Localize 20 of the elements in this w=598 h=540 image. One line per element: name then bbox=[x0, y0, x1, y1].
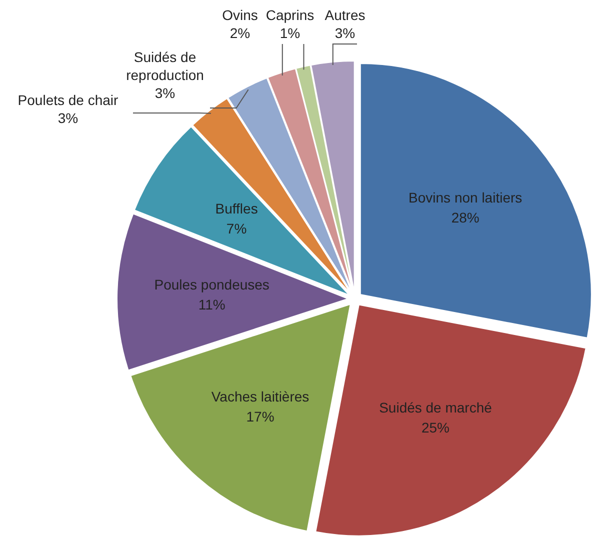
slice-label: Suidés de marché bbox=[379, 399, 492, 416]
data-label: 11% bbox=[198, 296, 226, 312]
slice-label: Suidés de reproduction bbox=[126, 49, 204, 83]
slice-label: Poules pondeuses bbox=[154, 276, 270, 292]
slice-label: Caprins bbox=[266, 7, 314, 23]
data-label: 7% bbox=[226, 220, 247, 236]
slice-label: Ovins bbox=[222, 7, 258, 23]
data-label: 2% bbox=[230, 25, 250, 41]
slice-label: Poulets de chair bbox=[18, 92, 119, 108]
slice-label: Bovins non laitiers bbox=[408, 190, 522, 206]
data-label: 25% bbox=[421, 419, 450, 436]
data-label: 1% bbox=[280, 25, 300, 41]
data-label: 17% bbox=[246, 408, 274, 424]
slice-label: Vaches laitières bbox=[211, 388, 310, 404]
data-label: 3% bbox=[154, 85, 176, 101]
data-label: 3% bbox=[334, 25, 356, 41]
slice-label: Autres bbox=[324, 7, 366, 23]
data-label: 3% bbox=[58, 110, 78, 126]
data-label: 28% bbox=[451, 210, 480, 226]
slice-label: Buffles bbox=[215, 200, 258, 216]
